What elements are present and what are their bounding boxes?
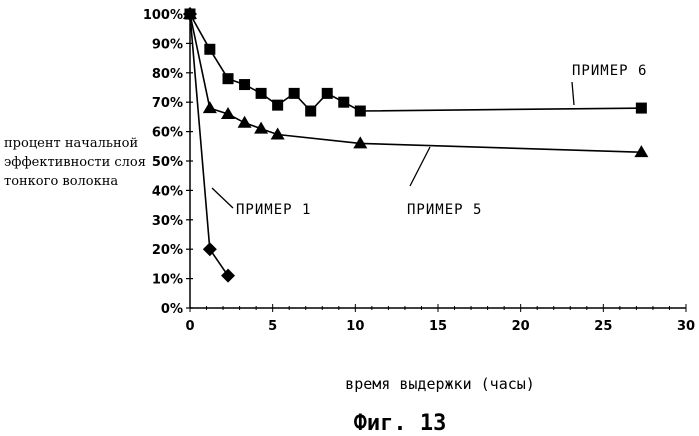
data-point-square <box>355 106 366 117</box>
figure-caption: Фиг. 13 <box>354 411 447 436</box>
y-tick-label: 40% <box>152 184 183 199</box>
y-axis-title-line-2: эффективности слоя <box>4 155 146 170</box>
y-tick-label: 100% <box>143 8 183 23</box>
x-tick-label: 10 <box>346 319 364 334</box>
x-tick-label: 15 <box>429 319 447 334</box>
y-tick-label: 10% <box>152 273 183 288</box>
y-tick-label: 20% <box>152 243 183 258</box>
x-tick-label: 5 <box>268 319 277 334</box>
y-tick-label: 50% <box>152 155 183 170</box>
y-tick-label: 90% <box>152 37 183 52</box>
data-point-square <box>636 103 647 114</box>
y-tick-label: 30% <box>152 214 183 229</box>
data-point-square <box>322 88 333 99</box>
data-point-diamond <box>221 269 235 283</box>
data-point-square <box>289 88 300 99</box>
x-tick-label: 0 <box>185 319 194 334</box>
leader-line-example-1 <box>212 188 233 208</box>
data-point-square <box>223 73 234 84</box>
data-point-square <box>256 88 267 99</box>
x-tick-label: 30 <box>677 319 695 334</box>
leader-line-example-5 <box>410 147 430 186</box>
data-point-square <box>305 106 316 117</box>
leader-line-example-6 <box>572 82 574 105</box>
plot-area <box>183 7 648 283</box>
data-point-triangle <box>238 116 252 128</box>
x-tick-label: 20 <box>512 319 530 334</box>
series-triangle <box>183 7 648 157</box>
y-tick-label: 60% <box>152 126 183 141</box>
x-axis-title: время выдержки (часы) <box>345 375 535 393</box>
series-label-example-5: ПРИМЕР 5 <box>407 202 482 218</box>
y-tick-label: 70% <box>152 96 183 111</box>
y-tick-label: 80% <box>152 67 183 82</box>
data-point-square <box>239 79 250 90</box>
y-axis-title-line-3: тонкого волокна <box>4 174 118 189</box>
series-label-example-1: ПРИМЕР 1 <box>236 202 311 218</box>
y-axis-title-line-1: процент начальной <box>4 136 138 151</box>
data-point-square <box>204 44 215 55</box>
data-point-square <box>338 97 349 108</box>
data-point-triangle <box>634 145 648 157</box>
x-tick-label: 25 <box>594 319 612 334</box>
data-point-diamond <box>203 242 217 256</box>
annotations: ПРИМЕР 6 ПРИМЕР 5 ПРИМЕР 1 <box>212 63 647 218</box>
y-axis-title: процент начальной эффективности слоя тон… <box>4 136 146 189</box>
series-label-example-6: ПРИМЕР 6 <box>572 63 647 79</box>
data-point-triangle <box>203 101 217 113</box>
axes: 0% 10% 20% 30% 40% 50% 60% 70% 80% 90% 100% 0 5 10 15 2… <box>143 8 695 334</box>
data-point-square <box>272 100 283 111</box>
y-tick-label: 0% <box>161 302 183 317</box>
